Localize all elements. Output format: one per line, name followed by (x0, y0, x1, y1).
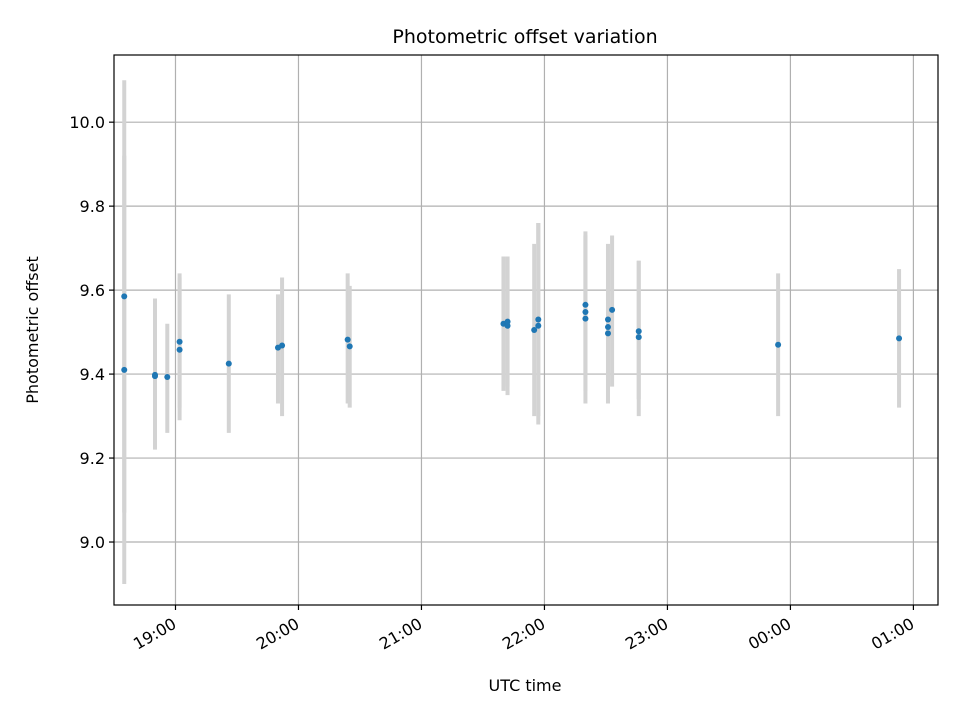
data-point (279, 342, 286, 349)
data-point (344, 336, 351, 343)
data-point (121, 366, 128, 373)
data-point (582, 308, 589, 315)
data-point (531, 327, 538, 333)
data-point (176, 338, 183, 345)
data-point (535, 316, 542, 323)
data-point (775, 341, 782, 348)
data-point (604, 330, 611, 337)
y-tick-label: 9.4 (80, 365, 105, 384)
data-point (346, 343, 353, 350)
data-point (582, 301, 589, 308)
data-point (604, 316, 611, 323)
data-point (604, 324, 611, 331)
y-tick-label: 10.0 (69, 113, 105, 132)
y-tick-label: 9.8 (80, 197, 105, 216)
y-axis-ticks: 9.0 9.2 9.4 9.6 9.8 10.0 (69, 113, 114, 552)
data-point (535, 322, 542, 329)
data-point (504, 318, 511, 325)
data-point (225, 360, 232, 367)
data-point (151, 371, 158, 378)
data-point (176, 346, 183, 353)
data-points (121, 293, 903, 381)
y-tick-label: 9.2 (80, 449, 105, 468)
data-point (582, 315, 589, 322)
y-tick-label: 9.0 (80, 533, 105, 552)
y-tick-label: 9.6 (80, 281, 105, 300)
data-point (609, 306, 616, 313)
chart-title: Photometric offset variation (392, 26, 657, 48)
data-point (635, 328, 642, 335)
data-point (504, 322, 511, 329)
x-axis-label: UTC time (489, 676, 562, 695)
data-point (121, 293, 128, 300)
data-point (164, 374, 171, 381)
data-point (635, 334, 642, 341)
plot-frame (113, 54, 939, 606)
grid (114, 55, 938, 605)
data-point (896, 335, 903, 342)
y-axis-label: Photometric offset (23, 256, 42, 404)
